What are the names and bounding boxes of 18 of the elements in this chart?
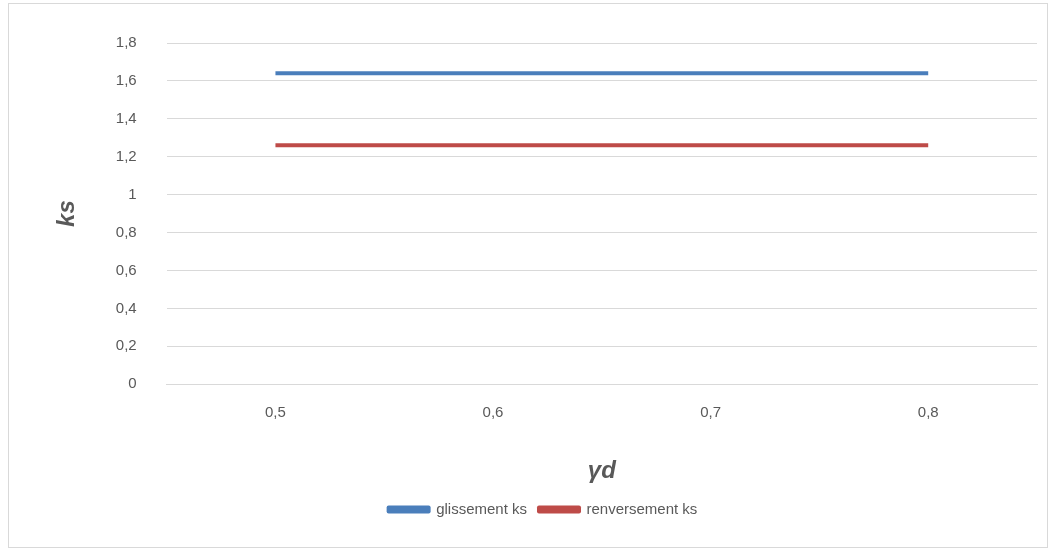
y-tick-label: 1,8 [115,33,137,51]
y-tick-label: 1,2 [115,146,137,164]
y-tick-label: 0,2 [115,336,137,354]
x-tick-label: 0,7 [700,403,722,421]
y-tick-label: 1,6 [115,71,137,89]
y-tick-label: 1 [128,184,137,202]
y-axis-title: ks [52,200,80,227]
legend-label: glissement ks [436,499,528,517]
x-axis-title: γd [587,456,618,484]
y-tick-label: 1,4 [115,108,137,126]
y-tick-label: 0,6 [115,260,137,278]
x-tick-label: 0,6 [482,403,504,421]
x-tick-label: 0,8 [917,403,939,421]
y-tick-label: 0,4 [115,298,137,316]
y-tick-label: 0 [128,374,137,392]
y-tick-label: 0,8 [115,222,137,240]
x-tick-label: 0,5 [265,403,286,421]
legend-label: renversement ks [586,499,698,517]
